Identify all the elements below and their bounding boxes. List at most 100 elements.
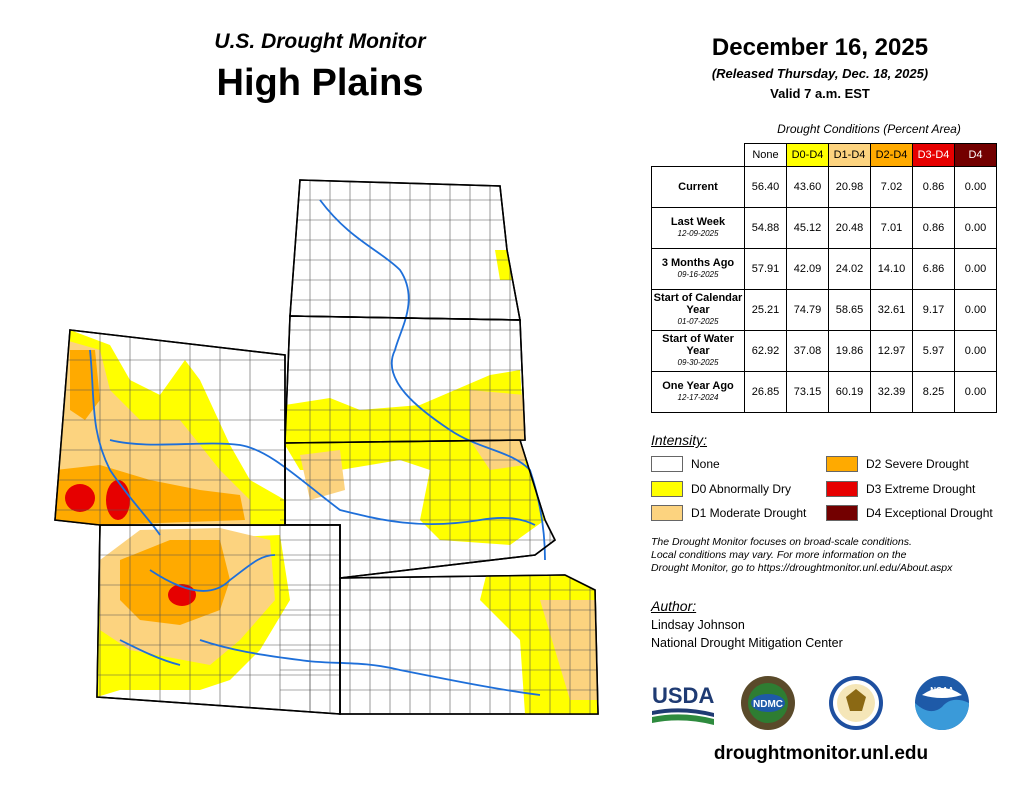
ndmc-logo: NDMC <box>741 676 795 730</box>
legend-item-d1: D1 Moderate Drought <box>651 505 806 521</box>
row-date: 01-07-2025 <box>677 317 719 326</box>
state-borders <box>54 179 599 715</box>
row-label-text: Start of Water Year <box>662 333 734 357</box>
table-cell: 32.39 <box>870 371 913 413</box>
row-label-text: Current <box>678 181 718 193</box>
valid-time: Valid 7 a.m. EST <box>770 86 870 101</box>
website-link[interactable]: droughtmonitor.unl.edu <box>713 743 929 764</box>
table-cell: 14.10 <box>870 248 913 290</box>
state-north-dakota <box>289 179 521 321</box>
table-row: Current 56.40 43.60 20.98 7.02 0.86 0.00 <box>651 166 997 208</box>
table-cell: 5.97 <box>912 330 955 372</box>
legend-item-d4: D4 Exceptional Drought <box>826 505 993 521</box>
col-header-d2d4: D2-D4 <box>870 143 913 167</box>
row-label: Current <box>651 166 745 208</box>
noaa-logo-text: NOAA <box>930 686 954 695</box>
legend-item-d3: D3 Extreme Drought <box>826 481 975 497</box>
col-header-d3d4: D3-D4 <box>912 143 955 167</box>
disclaimer-note: The Drought Monitor focuses on broad-sca… <box>651 536 1011 575</box>
table-body: Current 56.40 43.60 20.98 7.02 0.86 0.00 Last W… <box>651 166 997 413</box>
table-cell: 0.00 <box>954 207 997 249</box>
table-cell: 56.40 <box>744 166 787 208</box>
table-cell: 12.97 <box>870 330 913 372</box>
row-label: Last Week 12-09-2025 <box>651 207 745 249</box>
legend-label-none: None <box>691 457 720 471</box>
legend-swatch-d0 <box>651 481 683 497</box>
row-label: One Year Ago 12-17-2024 <box>651 371 745 413</box>
table-cell: 0.00 <box>954 166 997 208</box>
row-label-text: Start of Calendar Year <box>653 292 743 316</box>
table-cell: 25.21 <box>744 289 787 331</box>
legend-label-d2: D2 Severe Drought <box>866 457 969 471</box>
table-cell: 20.98 <box>828 166 871 208</box>
table-cell: 24.02 <box>828 248 871 290</box>
table-cell: 7.02 <box>870 166 913 208</box>
author-name: Lindsay Johnson <box>651 618 745 632</box>
map-subtitle: U.S. Drought Monitor <box>214 30 426 53</box>
table-cell: 7.01 <box>870 207 913 249</box>
author-organization: National Drought Mitigation Center <box>651 636 843 650</box>
row-date: 12-17-2024 <box>677 393 719 402</box>
noaa-logo: NOAA <box>915 676 969 730</box>
col-header-d4: D4 <box>954 143 997 167</box>
legend-swatch-d1 <box>651 505 683 521</box>
table-cell: 57.91 <box>744 248 787 290</box>
legend-item-d0: D0 Abnormally Dry <box>651 481 791 497</box>
row-label-text: 3 Months Ago <box>661 257 735 269</box>
table-cell: 60.19 <box>828 371 871 413</box>
table-cell: 43.60 <box>786 166 829 208</box>
legend-swatch-d2 <box>826 456 858 472</box>
row-date: 12-09-2025 <box>677 229 719 238</box>
table-cell: 73.15 <box>786 371 829 413</box>
usda-logo: USDA <box>652 683 714 725</box>
col-header-none: None <box>744 143 787 167</box>
table-row: 3 Months Ago 09-16-2025 57.91 42.09 24.02 14.… <box>651 248 997 290</box>
table-cell: 62.92 <box>744 330 787 372</box>
map-date: December 16, 2025 <box>711 34 929 61</box>
legend-item-d2: D2 Severe Drought <box>826 456 969 472</box>
col-header-d1d4: D1-D4 <box>828 143 871 167</box>
logo-row: USDA NDMC NOAA <box>652 676 969 730</box>
usda-logo-text: USDA <box>652 683 714 708</box>
note-line-1: The Drought Monitor focuses on broad-sca… <box>651 536 912 548</box>
drought-conditions-table: None D0-D4 D1-D4 D2-D4 D3-D4 D4 Current 5… <box>651 143 997 413</box>
legend-swatch-none <box>651 456 683 472</box>
table-cell: 32.61 <box>870 289 913 331</box>
table-cell: 9.17 <box>912 289 955 331</box>
table-header-row: None D0-D4 D1-D4 D2-D4 D3-D4 D4 <box>652 143 997 167</box>
legend-swatch-d4 <box>826 505 858 521</box>
legend-label-d3: D3 Extreme Drought <box>866 482 976 496</box>
table-cell: 26.85 <box>744 371 787 413</box>
table-cell: 74.79 <box>786 289 829 331</box>
table-cell: 0.86 <box>912 207 955 249</box>
table-cell: 19.86 <box>828 330 871 372</box>
row-date: 09-16-2025 <box>677 270 719 279</box>
table-cell: 37.08 <box>786 330 829 372</box>
row-label: Start of Calendar Year 01-07-2025 <box>651 289 745 331</box>
table-cell: 42.09 <box>786 248 829 290</box>
col-header-d0d4: D0-D4 <box>786 143 829 167</box>
table-corner <box>652 144 745 167</box>
row-label-text: Last Week <box>670 216 726 228</box>
legend-label-d0: D0 Abnormally Dry <box>691 482 792 496</box>
table-row: One Year Ago 12-17-2024 26.85 73.15 60.19 32.… <box>651 371 997 413</box>
table-row: Last Week 12-09-2025 54.88 45.12 20.48 7.01 0.… <box>651 207 997 249</box>
table-caption: Drought Conditions (Percent Area) <box>777 122 961 136</box>
author-heading: Author: <box>651 598 697 614</box>
legend-label-d4: D4 Exceptional Drought <box>866 506 993 520</box>
table-cell: 54.88 <box>744 207 787 249</box>
legend-swatch-d3 <box>826 481 858 497</box>
table-cell: 6.86 <box>912 248 955 290</box>
table-cell: 20.48 <box>828 207 871 249</box>
doc-seal-logo <box>829 676 883 730</box>
table-cell: 0.86 <box>912 166 955 208</box>
row-label: 3 Months Ago 09-16-2025 <box>651 248 745 290</box>
note-line-2: Local conditions may vary. For more info… <box>651 549 907 561</box>
row-label: Start of Water Year 09-30-2025 <box>651 330 745 372</box>
table-cell: 45.12 <box>786 207 829 249</box>
map-title: High Plains <box>216 62 424 104</box>
table-cell: 0.00 <box>954 371 997 413</box>
legend-title: Intensity: <box>651 432 708 448</box>
row-date: 09-30-2025 <box>677 358 719 367</box>
